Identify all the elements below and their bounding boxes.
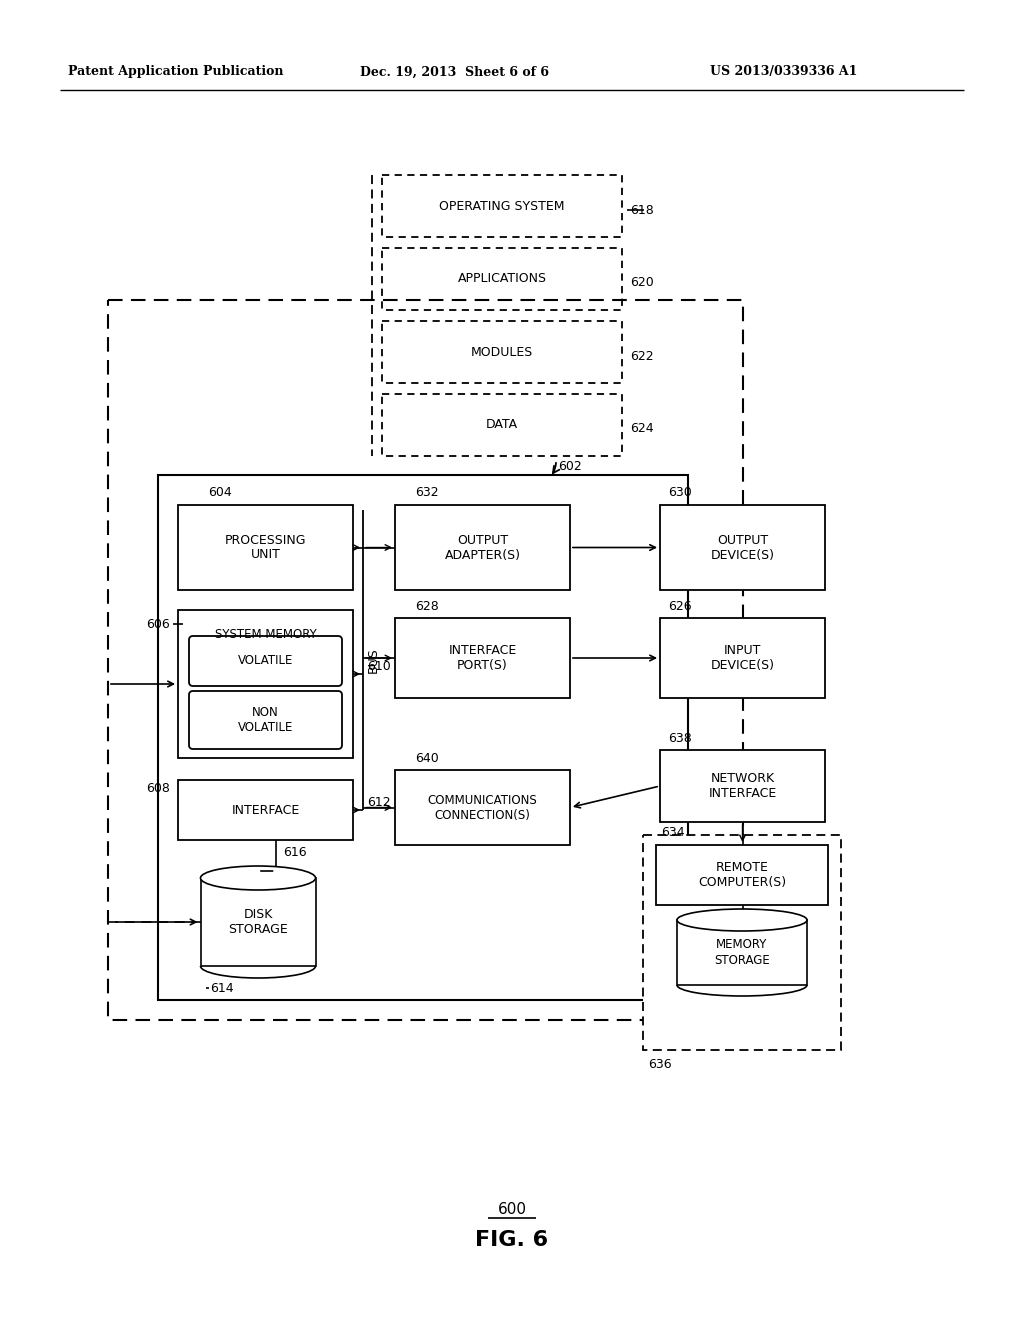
- Text: APPLICATIONS: APPLICATIONS: [458, 272, 547, 285]
- FancyBboxPatch shape: [189, 636, 342, 686]
- Text: BUS: BUS: [367, 647, 380, 673]
- Bar: [395, 770, 570, 845]
- Text: OUTPUT
ADAPTER(S): OUTPUT ADAPTER(S): [444, 533, 520, 561]
- Text: 620: 620: [630, 276, 653, 289]
- Bar: [395, 618, 570, 698]
- Bar: [178, 780, 353, 840]
- FancyBboxPatch shape: [189, 690, 342, 748]
- Bar: [643, 836, 841, 1049]
- Text: INTERFACE
PORT(S): INTERFACE PORT(S): [449, 644, 517, 672]
- Bar: [108, 300, 743, 1020]
- Bar: [660, 506, 825, 590]
- Text: NETWORK
INTERFACE: NETWORK INTERFACE: [709, 772, 776, 800]
- Bar: [158, 475, 688, 1001]
- Bar: [660, 618, 825, 698]
- Text: 612: 612: [367, 796, 390, 808]
- Ellipse shape: [677, 909, 807, 931]
- Text: INTERFACE: INTERFACE: [231, 804, 300, 817]
- Text: PROCESSING
UNIT: PROCESSING UNIT: [224, 533, 306, 561]
- Text: OUTPUT
DEVICE(S): OUTPUT DEVICE(S): [711, 533, 774, 561]
- Text: US 2013/0339336 A1: US 2013/0339336 A1: [710, 66, 857, 78]
- Text: 638: 638: [668, 731, 692, 744]
- Bar: [395, 506, 570, 590]
- Bar: [382, 321, 622, 383]
- Text: 600: 600: [498, 1203, 526, 1217]
- Text: 610: 610: [367, 660, 391, 672]
- Text: OPERATING SYSTEM: OPERATING SYSTEM: [439, 199, 565, 213]
- Text: Dec. 19, 2013  Sheet 6 of 6: Dec. 19, 2013 Sheet 6 of 6: [360, 66, 549, 78]
- Text: 630: 630: [668, 487, 692, 499]
- Bar: [382, 393, 622, 455]
- Text: 636: 636: [648, 1057, 672, 1071]
- Text: MODULES: MODULES: [471, 346, 534, 359]
- Text: 606: 606: [146, 618, 170, 631]
- Bar: [660, 750, 825, 822]
- Text: 634: 634: [662, 826, 685, 840]
- Text: FIG. 6: FIG. 6: [475, 1230, 549, 1250]
- Text: DISK
STORAGE: DISK STORAGE: [228, 908, 288, 936]
- Bar: [178, 506, 353, 590]
- Text: 628: 628: [415, 599, 438, 612]
- Text: 602: 602: [558, 461, 582, 474]
- Text: REMOTE
COMPUTER(S): REMOTE COMPUTER(S): [698, 861, 786, 888]
- Text: 618: 618: [630, 203, 653, 216]
- Text: 626: 626: [668, 599, 691, 612]
- Bar: [382, 248, 622, 310]
- Text: 632: 632: [415, 487, 438, 499]
- Text: SYSTEM MEMORY: SYSTEM MEMORY: [215, 628, 316, 642]
- Text: Patent Application Publication: Patent Application Publication: [68, 66, 284, 78]
- Text: 604: 604: [208, 487, 231, 499]
- Text: 640: 640: [415, 751, 438, 764]
- Text: INPUT
DEVICE(S): INPUT DEVICE(S): [711, 644, 774, 672]
- Text: 624: 624: [630, 422, 653, 436]
- Text: 608: 608: [146, 781, 170, 795]
- Bar: [178, 610, 353, 758]
- Bar: [201, 878, 315, 966]
- Text: 614: 614: [211, 982, 234, 994]
- Text: 622: 622: [630, 350, 653, 363]
- Ellipse shape: [201, 866, 315, 890]
- Text: 616: 616: [284, 846, 307, 859]
- Text: COMMUNICATIONS
CONNECTION(S): COMMUNICATIONS CONNECTION(S): [428, 793, 538, 821]
- Text: VOLATILE: VOLATILE: [238, 655, 293, 668]
- Bar: [382, 176, 622, 238]
- Bar: [656, 845, 828, 906]
- Text: DATA: DATA: [486, 418, 518, 432]
- Text: MEMORY
STORAGE: MEMORY STORAGE: [714, 939, 770, 966]
- Bar: [677, 920, 807, 985]
- Text: NON
VOLATILE: NON VOLATILE: [238, 706, 293, 734]
